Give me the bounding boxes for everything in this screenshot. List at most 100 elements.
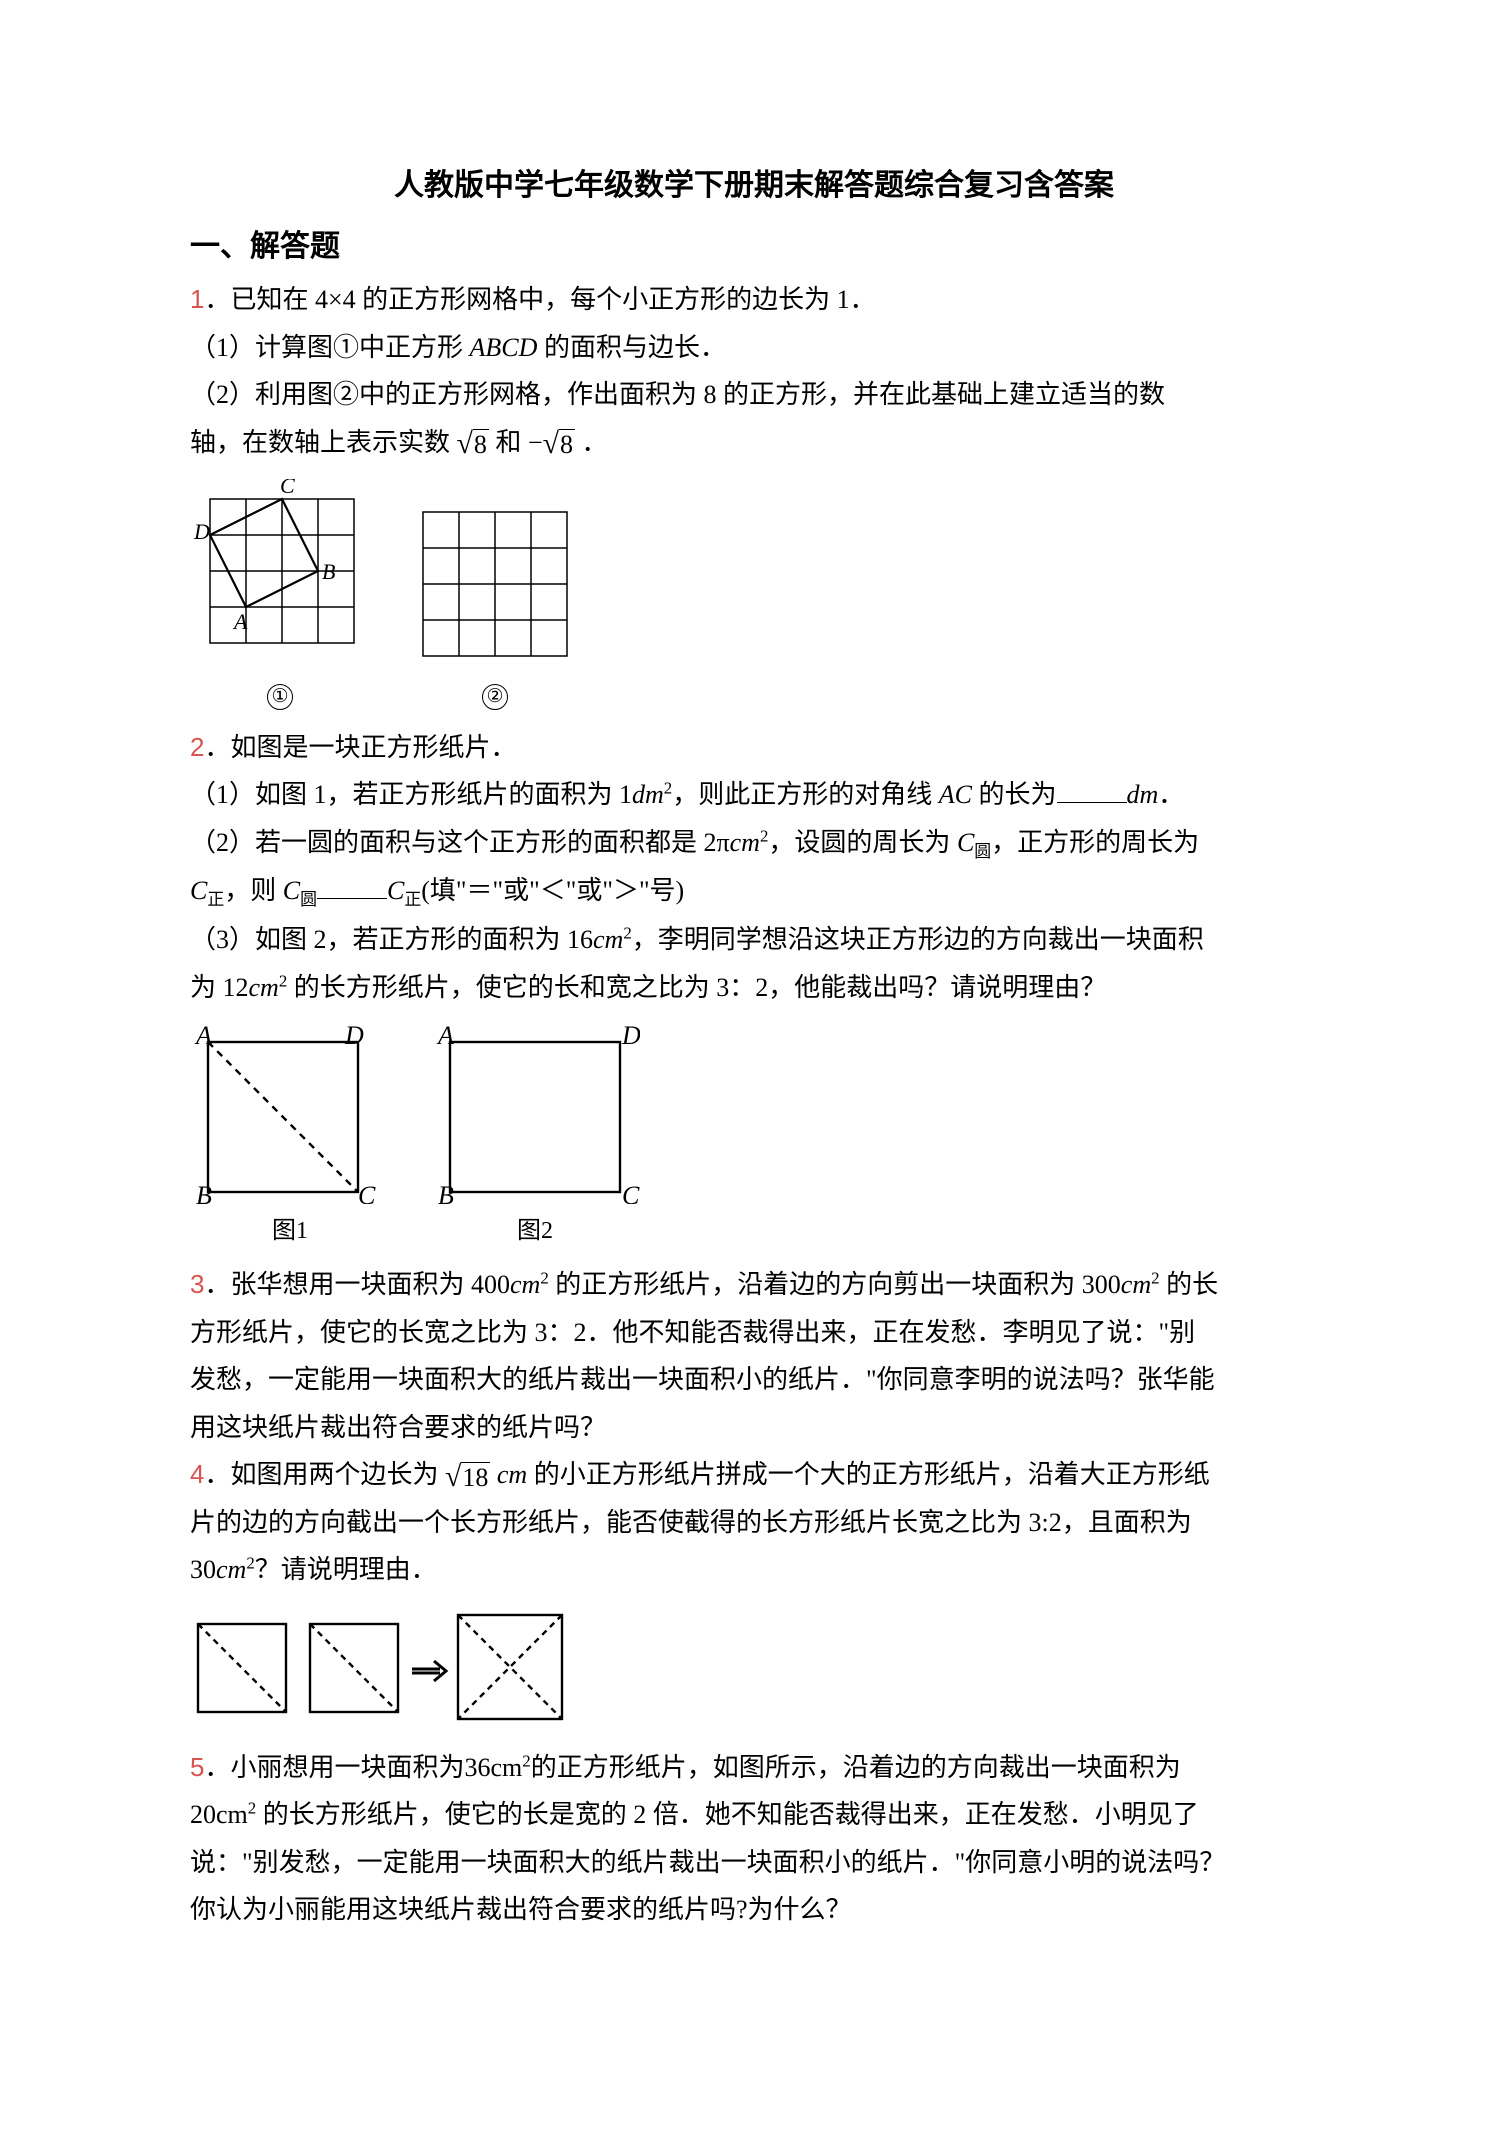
q5-stema: ．小丽想用一块面积为 <box>204 1753 464 1782</box>
neg-sign: − <box>528 428 543 457</box>
q1-p1b: 中正方形 <box>359 333 470 362</box>
q3-p2: 方形纸片，使它的长宽之比为 3：2．他不知能否裁得出来，正在发愁．李明见了说："… <box>190 1310 1318 1356</box>
sup2-g: 2 <box>246 1553 254 1572</box>
svg-text:C: C <box>358 1181 376 1204</box>
q1-figures: D C B A ① ② <box>190 479 1318 715</box>
blank-2 <box>317 873 387 899</box>
q1-p2a: （2）利用图 <box>190 380 333 409</box>
q5-p2b: 的长方形纸片，使它的长是宽的 2 倍．她不知能否裁得出来，正在发愁．小明见了 <box>256 1800 1199 1829</box>
q2-C2: C <box>190 876 207 905</box>
page-title: 人教版中学七年级数学下册期末解答题综合复习含答案 <box>190 160 1318 213</box>
grid-diagram-1: D C B A <box>190 479 370 669</box>
svg-text:C: C <box>622 1181 640 1204</box>
qnum-1: 1 <box>190 284 204 314</box>
q4-cm: cm <box>490 1460 527 1489</box>
combine-squares-diagram <box>190 1609 570 1729</box>
svg-text:B: B <box>322 559 335 584</box>
q4-p2b: ，且面积为 <box>1062 1508 1192 1537</box>
q2-p1g: ． <box>1158 780 1184 809</box>
svg-text:D: D <box>621 1024 640 1050</box>
q2-fig2-col: A D B C 图2 <box>430 1024 640 1252</box>
q2-figcap1: 图1 <box>272 1210 308 1252</box>
q2-cm3: cm <box>249 973 279 1002</box>
q1-p2b: 中的正方形网格，作出面积为 8 的正方形，并在此基础上建立适当的数 <box>359 380 1165 409</box>
q2-p5a: 为 12 <box>190 973 249 1002</box>
q2-p1c: ，则此正方形的对角线 <box>672 780 939 809</box>
negsqrt8-icon: √8 <box>543 429 575 460</box>
q4-stemc: 的小正方形纸片拼成一个大的正方形纸片，沿着大正方形纸 <box>527 1460 1210 1489</box>
q1-stem: ．已知在 4×4 的正方形网格中，每个小正方形的边长为 1． <box>204 285 875 314</box>
q2-p4c: ，李明同学想沿这块正方形边的方向裁出一块面积 <box>632 925 1204 954</box>
blank-1 <box>1057 777 1127 803</box>
q2-sub-zheng1: 正 <box>207 890 224 909</box>
svg-text:C: C <box>280 479 295 498</box>
q2-p3e: (填"＝"或"＜"或"＞"号) <box>421 876 684 905</box>
q1-circ2: ② <box>333 380 359 409</box>
svg-text:A: A <box>436 1024 454 1050</box>
q2-p2a: （2）若一圆的面积与这个正方形的面积都是 2π <box>190 828 730 857</box>
q5-p2: 20cm2 的长方形纸片，使它的长是宽的 2 倍．她不知能否裁得出来，正在发愁．… <box>190 1792 1318 1838</box>
q2-p4: （3）如图 2，若正方形的面积为 16cm2，李明同学想沿这块正方形边的方向裁出… <box>190 917 1318 963</box>
section-heading: 一、解答题 <box>190 221 1318 274</box>
q4-p2: 片的边的方向截出一个长方形纸片，能否使截得的长方形纸片长宽之比为 3:2，且面积… <box>190 1500 1318 1546</box>
q2-p1e: 的长为 <box>972 780 1057 809</box>
svg-text:A: A <box>194 1024 212 1050</box>
q2-stem: ．如图是一块正方形纸片． <box>204 733 516 762</box>
sup2-a: 2 <box>664 778 672 797</box>
circnum1: ① <box>267 684 293 710</box>
q2-C4: C <box>387 876 404 905</box>
circnum2: ② <box>482 684 508 710</box>
q2-p4a: （3）如图 2，若正方形的面积为 16 <box>190 925 593 954</box>
q1-part3: 轴，在数轴上表示实数 √8 和 −√8 ． <box>190 420 1318 466</box>
q2-p3: C正，则 C圆C正(填"＝"或"＜"或"＞"号) <box>190 868 1318 915</box>
sup2-h: 2 <box>522 1751 530 1770</box>
q3-p4: 用这块纸片裁出符合要求的纸片吗？ <box>190 1405 1318 1451</box>
q3-steme: 的长 <box>1160 1270 1219 1299</box>
negsqrt8-val: 8 <box>559 429 575 460</box>
q5-stemb: 的正方形纸片，如图所示，沿着边的方向裁出一块面积为 <box>531 1753 1181 1782</box>
q4-cm2: cm <box>216 1555 246 1584</box>
q5-area36: 36cm <box>464 1753 522 1782</box>
q2-dm2: dm <box>1127 780 1159 809</box>
q1-fig1-col: D C B A ① <box>190 479 370 715</box>
q2-p3b: ，则 <box>224 876 283 905</box>
qnum-2: 2 <box>190 732 204 762</box>
square-diagram: A D B C <box>430 1024 640 1204</box>
q3-stema: ．张华想用一块面积为 400 <box>204 1270 510 1299</box>
sup2-f: 2 <box>1151 1268 1159 1287</box>
q1-part2: （2）利用图②中的正方形网格，作出面积为 8 的正方形，并在此基础上建立适当的数 <box>190 372 1318 418</box>
question-4: 4．如图用两个边长为 √18 cm 的小正方形纸片拼成一个大的正方形纸片，沿着大… <box>190 1452 1318 1498</box>
q2-sub-yuan2: 圆 <box>300 890 317 909</box>
q2-p1a: （1）如图 1，若正方形纸片的面积为 1 <box>190 780 632 809</box>
qnum-3: 3 <box>190 1269 204 1299</box>
square-diagonal-diagram: A D B C <box>190 1024 390 1204</box>
sup2-i: 2 <box>248 1798 256 1817</box>
q5-p4: 你认为小丽能用这块纸片裁出符合要求的纸片吗?为什么？ <box>190 1887 1318 1933</box>
q4-ratio: 3:2 <box>1029 1508 1062 1537</box>
svg-text:B: B <box>438 1181 454 1204</box>
q4-p3a: 30 <box>190 1555 216 1584</box>
q2-p5: 为 12cm2 的长方形纸片，使它的长和宽之比为 3：2，他能裁出吗？请说明理由… <box>190 965 1318 1011</box>
q2-cm1: cm <box>730 828 760 857</box>
svg-text:B: B <box>196 1181 212 1204</box>
q2-p2c: ，设圆的周长为 <box>768 828 957 857</box>
question-5: 5．小丽想用一块面积为36cm2的正方形纸片，如图所示，沿着边的方向裁出一块面积… <box>190 1745 1318 1791</box>
q4-stema: ．如图用两个边长为 <box>204 1460 445 1489</box>
q4-figure <box>190 1609 1318 1729</box>
q1-figcap1: ① <box>267 669 293 715</box>
q2-sub-zheng2: 正 <box>404 890 421 909</box>
q2-C3: C <box>283 876 300 905</box>
q2-C1: C <box>957 828 974 857</box>
q1-fig2-col: ② <box>410 499 580 715</box>
q2-p1: （1）如图 1，若正方形纸片的面积为 1dm2，则此正方形的对角线 AC 的长为… <box>190 772 1318 818</box>
q2-figcap2: 图2 <box>517 1210 553 1252</box>
q2-cm2: cm <box>593 925 623 954</box>
q5-p2a: 20cm <box>190 1800 248 1829</box>
q4-p3c: ？请说明理由． <box>255 1555 437 1584</box>
q1-p3b: 和 <box>489 428 528 457</box>
q1-part1: （1）计算图①中正方形 ABCD 的面积与边长． <box>190 325 1318 371</box>
svg-text:D: D <box>344 1024 364 1050</box>
qnum-5: 5 <box>190 1752 204 1782</box>
question-3: 3．张华想用一块面积为 400cm2 的正方形纸片，沿着边的方向剪出一块面积为 … <box>190 1262 1318 1308</box>
svg-text:D: D <box>193 519 210 544</box>
